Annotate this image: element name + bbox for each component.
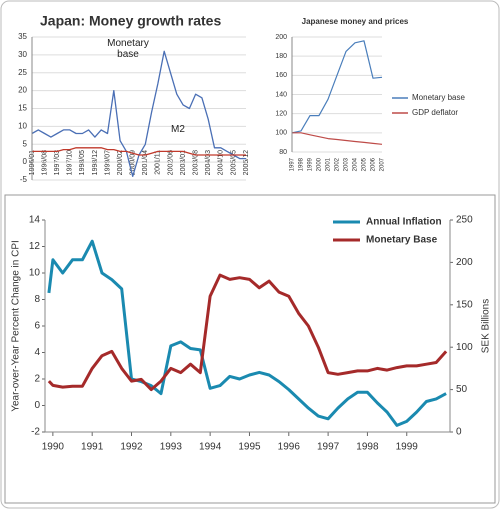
x-tick-label: 2005/12 bbox=[243, 150, 250, 175]
y-tick-label: 35 bbox=[18, 32, 27, 41]
bottom-frame bbox=[4, 194, 496, 504]
y-tick-label: 160 bbox=[275, 72, 287, 79]
y-tick-label: 30 bbox=[18, 50, 27, 59]
y-tick-label: 20 bbox=[18, 86, 27, 95]
y-tick-label: 12 bbox=[29, 241, 41, 252]
x-tick-label: 1994 bbox=[199, 442, 222, 453]
x-tick-label: 2004 bbox=[353, 157, 359, 171]
y-tick-label: 120 bbox=[275, 111, 287, 118]
legend-label: Monetary Base bbox=[366, 235, 438, 246]
y-tick-label: -5 bbox=[20, 175, 28, 184]
y-tick-label: -2 bbox=[31, 427, 40, 438]
x-tick-label: 1993 bbox=[160, 442, 183, 453]
x-tick-label: 2005 bbox=[362, 157, 368, 171]
series-line bbox=[47, 273, 448, 392]
y-tick-label: 8 bbox=[34, 294, 40, 305]
y-tick-label: 0 bbox=[23, 157, 28, 166]
y-tick-label: 2 bbox=[34, 374, 40, 385]
x-tick-label: 1990 bbox=[42, 442, 65, 453]
y-tick-label: 100 bbox=[275, 130, 287, 137]
y2-tick-label: 100 bbox=[456, 342, 473, 353]
y-tick-label: 0 bbox=[34, 400, 40, 411]
y-tick-label: 14 bbox=[29, 215, 41, 226]
x-tick-label: 2006 bbox=[371, 157, 377, 171]
y-tick-label: 6 bbox=[34, 321, 40, 332]
x-tick-label: 1995 bbox=[238, 442, 261, 453]
legend-label: Annual Inflation bbox=[366, 217, 442, 228]
x-tick-label: 1999 bbox=[308, 157, 314, 171]
y-axis-label: Year-over-Year Percent Change in CPI bbox=[11, 240, 22, 412]
y-tick-label: 25 bbox=[18, 68, 27, 77]
x-tick-label: 1998 bbox=[356, 442, 379, 453]
y2-tick-label: 0 bbox=[456, 427, 462, 438]
series-line bbox=[292, 132, 383, 145]
x-tick-label: 1991 bbox=[81, 442, 104, 453]
x-tick-label: 1998 bbox=[299, 157, 305, 171]
x-tick-label: 2007 bbox=[380, 157, 386, 171]
y-tick-label: 15 bbox=[18, 104, 27, 113]
y-tick-label: 10 bbox=[29, 268, 41, 279]
y2-tick-label: 50 bbox=[456, 384, 468, 395]
y-tick-label: 10 bbox=[18, 121, 27, 130]
annotation: Monetary base bbox=[107, 38, 149, 60]
x-tick-label: 2002 bbox=[335, 157, 341, 171]
chart-title: Japan: Money growth rates bbox=[40, 13, 221, 29]
y2-axis-label: SEK Billions bbox=[481, 299, 492, 353]
series-line bbox=[47, 239, 447, 427]
series-line bbox=[291, 40, 383, 134]
x-tick-label: 1996 bbox=[278, 442, 301, 453]
legend-label: GDP deflator bbox=[412, 108, 458, 117]
x-tick-label: 1997 bbox=[290, 157, 296, 171]
x-tick-label: 2003 bbox=[344, 157, 350, 171]
x-tick-label: 1999 bbox=[396, 442, 419, 453]
y-tick-label: 80 bbox=[279, 149, 287, 156]
y-tick-label: 200 bbox=[275, 34, 287, 41]
y-tick-label: 140 bbox=[275, 91, 287, 98]
y2-tick-label: 200 bbox=[456, 257, 473, 268]
y2-tick-label: 150 bbox=[456, 299, 473, 310]
y2-tick-label: 250 bbox=[456, 215, 473, 226]
x-tick-label: 2001 bbox=[326, 157, 332, 171]
y-tick-label: 5 bbox=[23, 139, 28, 148]
x-tick-label: 1992 bbox=[120, 442, 143, 453]
chart-title: Japanese money and prices bbox=[302, 17, 409, 26]
legend-label: Monetary base bbox=[412, 93, 465, 102]
y-tick-label: 4 bbox=[34, 347, 40, 358]
x-tick-label: 1997 bbox=[317, 442, 340, 453]
series-line bbox=[32, 147, 246, 156]
annotation: M2 bbox=[171, 124, 185, 135]
x-tick-label: 2000 bbox=[317, 157, 323, 171]
y-tick-label: 180 bbox=[275, 53, 287, 60]
